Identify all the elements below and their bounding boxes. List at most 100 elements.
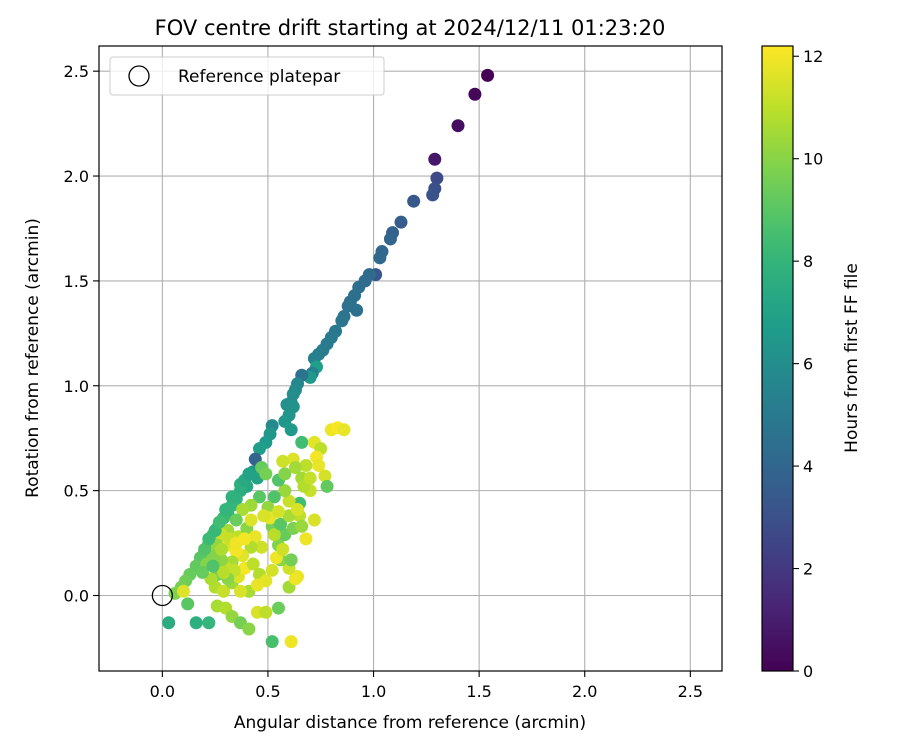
data-point [335, 314, 349, 328]
x-tick-label: 0.0 [150, 682, 175, 701]
data-point [276, 454, 290, 468]
data-point [451, 119, 465, 133]
y-tick-label: 1.5 [64, 272, 89, 291]
data-point [426, 188, 440, 202]
data-point [229, 513, 243, 527]
data-point [337, 423, 351, 437]
y-tick-label: 2.0 [64, 167, 89, 186]
data-point [428, 152, 442, 166]
data-point [407, 194, 421, 208]
data-point [217, 584, 231, 598]
y-tick-label: 2.5 [64, 62, 89, 81]
x-tick-label: 0.5 [255, 682, 280, 701]
reference-marker-layer [151, 584, 174, 607]
data-point [248, 530, 262, 544]
data-point [259, 467, 273, 481]
x-tick-label: 2.5 [678, 682, 703, 701]
data-point [242, 622, 256, 636]
data-points [162, 68, 495, 649]
data-point [274, 517, 288, 531]
data-point [181, 597, 195, 611]
data-point [217, 565, 231, 579]
data-point [219, 503, 233, 517]
legend: Reference platepar [109, 56, 385, 96]
reference-platepar-marker [151, 584, 174, 607]
data-point [276, 542, 290, 556]
y-axis-label: Rotation from reference (arcmin) [23, 218, 43, 498]
data-point [284, 553, 298, 567]
data-point [272, 601, 286, 615]
colorbar-tick-label: 0 [803, 662, 813, 681]
colorbar-tick-label: 10 [803, 150, 823, 169]
data-point [282, 494, 296, 508]
data-point [267, 490, 281, 504]
chart-title: FOV centre drift starting at 2024/12/11 … [155, 16, 666, 40]
x-tick-label: 1.5 [466, 682, 491, 701]
y-axis-ticks: 0.0 0.5 1.0 1.5 2.0 2.5 [64, 62, 99, 605]
data-point [278, 484, 292, 498]
data-point [265, 635, 279, 649]
data-point [253, 442, 267, 456]
data-point [162, 616, 176, 630]
colorbar-ticks: 0 2 4 6 8 10 12 [793, 47, 823, 681]
y-tick-label: 0.5 [64, 482, 89, 501]
colorbar-frame [761, 45, 794, 672]
data-point [373, 251, 387, 265]
x-axis-ticks: 0.0 0.5 1.0 1.5 2.0 2.5 [150, 671, 703, 701]
data-point [246, 557, 260, 571]
data-point [291, 503, 305, 517]
data-point [481, 68, 495, 82]
data-point [189, 616, 203, 630]
data-point [176, 584, 190, 598]
data-point [265, 563, 279, 577]
data-point [468, 87, 482, 101]
colorbar: 0 2 4 6 8 10 12 Hours from first FF file [761, 45, 862, 681]
legend-label: Reference platepar [178, 67, 340, 87]
data-point [394, 215, 408, 229]
legend-marker [128, 65, 150, 87]
x-tick-label: 1.0 [361, 682, 386, 701]
data-point [206, 559, 220, 573]
data-point [430, 171, 444, 185]
data-point [233, 584, 247, 598]
data-point [257, 509, 271, 523]
colorbar-tick-label: 6 [803, 355, 813, 374]
data-point [307, 513, 321, 527]
colorbar-tick-label: 12 [803, 47, 823, 66]
data-point [253, 490, 267, 504]
data-point [212, 515, 226, 529]
data-point [295, 435, 309, 449]
colorbar-gradient [762, 46, 793, 671]
data-point [272, 505, 286, 519]
data-point [202, 616, 216, 630]
grid-lines [99, 46, 722, 671]
data-point [312, 458, 326, 472]
colorbar-label: Hours from first FF file [842, 263, 862, 453]
y-tick-label: 1.0 [64, 377, 89, 396]
y-tick-label: 0.0 [64, 586, 89, 605]
data-point [288, 461, 302, 475]
data-point [299, 458, 313, 472]
legend-box [109, 56, 385, 96]
colorbar-tick-label: 8 [803, 252, 813, 271]
data-point [242, 467, 256, 481]
data-point [320, 479, 334, 493]
colorbar-tick-label: 2 [803, 560, 813, 579]
data-point [318, 469, 332, 483]
data-point [350, 303, 364, 317]
data-point [299, 532, 313, 546]
data-point [383, 232, 397, 246]
colorbar-tick-label: 4 [803, 457, 813, 476]
data-point [259, 605, 273, 619]
data-point [255, 540, 269, 554]
data-point [198, 542, 212, 556]
data-point [244, 513, 258, 527]
data-point [225, 490, 239, 504]
data-point [236, 503, 250, 517]
data-point [303, 471, 317, 485]
data-point [250, 578, 264, 592]
data-point [284, 635, 298, 649]
x-tick-label: 2.0 [572, 682, 597, 701]
